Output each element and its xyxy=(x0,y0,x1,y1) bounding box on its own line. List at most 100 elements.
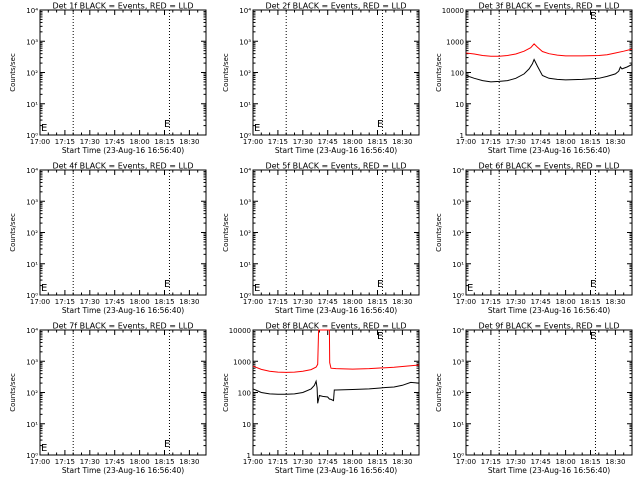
event-marker: E xyxy=(377,119,383,130)
plot-frame xyxy=(252,169,420,296)
event-marker: E xyxy=(377,279,383,290)
x-axis-label: Start Time (23-Aug-16 16:56:40) xyxy=(488,146,610,155)
x-tick-label: 18:30 xyxy=(179,458,199,466)
event-marker: E xyxy=(41,283,47,294)
y-tick-label: 100 xyxy=(451,70,464,78)
y-tick-label: 10¹ xyxy=(239,261,251,269)
event-marker: E xyxy=(590,279,596,290)
event-marker: E xyxy=(164,119,170,130)
x-axis-label: Start Time (23-Aug-16 16:56:40) xyxy=(62,466,184,475)
x-axis-label: Start Time (23-Aug-16 16:56:40) xyxy=(275,146,397,155)
x-tick-label: 18:00 xyxy=(556,298,576,306)
x-tick-label: 18:15 xyxy=(154,458,174,466)
event-marker: E xyxy=(467,283,473,294)
y-tick-label: 10⁴ xyxy=(239,167,251,175)
x-tick-label: 18:15 xyxy=(367,298,387,306)
x-axis-label: Start Time (23-Aug-16 16:56:40) xyxy=(488,466,610,475)
x-tick-label: 17:15 xyxy=(55,458,75,466)
panel-title: Det 3f BLACK = Events, RED = LLD xyxy=(478,2,619,11)
y-tick-label: 10³ xyxy=(26,38,38,46)
x-tick-label: 18:15 xyxy=(580,138,600,146)
y-tick-label: 100 xyxy=(238,390,251,398)
detector-panel-4: Det 4f BLACK = Events, RED = LLD 10⁰ 10¹ 10… xyxy=(9,162,207,315)
plot-frame xyxy=(39,329,207,456)
x-tick-label: 18:00 xyxy=(343,298,363,306)
y-tick-label: 10³ xyxy=(239,198,251,206)
x-tick-label: 17:00 xyxy=(456,458,476,466)
panel-title: Det 9f BLACK = Events, RED = LLD xyxy=(478,322,619,331)
detector-panel-9: Det 9f BLACK = Events, RED = LLD 10⁰ 10¹ 10… xyxy=(435,322,633,475)
x-tick-label: 17:00 xyxy=(30,298,50,306)
plot-frame xyxy=(39,169,207,296)
y-tick-label: 1 xyxy=(460,132,464,140)
panel-title: Det 8f BLACK = Events, RED = LLD xyxy=(265,322,406,331)
x-tick-label: 17:00 xyxy=(243,138,263,146)
y-tick-label: 10¹ xyxy=(26,101,38,109)
x-tick-label: 18:00 xyxy=(343,138,363,146)
panel-title: Det 2f BLACK = Events, RED = LLD xyxy=(265,2,406,11)
detector-panel-2: Det 2f BLACK = Events, RED = LLD 10⁰ 10¹ 10… xyxy=(222,2,420,155)
events-series-line xyxy=(465,58,633,83)
x-tick-label: 17:00 xyxy=(30,458,50,466)
x-tick-label: 17:00 xyxy=(456,298,476,306)
y-tick-label: 10 xyxy=(242,421,251,429)
x-tick-label: 17:15 xyxy=(268,298,288,306)
x-tick-label: 18:15 xyxy=(580,458,600,466)
plot-frame xyxy=(465,9,633,136)
x-tick-label: 18:30 xyxy=(605,138,625,146)
lld-series-line xyxy=(252,329,420,373)
x-tick-label: 17:45 xyxy=(318,298,338,306)
y-tick-label: 10² xyxy=(26,230,38,238)
event-marker: E xyxy=(377,331,383,342)
y-tick-label: 10⁴ xyxy=(26,7,38,15)
plot-frame xyxy=(252,329,420,456)
y-tick-label: 1000 xyxy=(446,38,464,46)
y-tick-label: 10⁰ xyxy=(239,292,251,300)
x-tick-label: 17:15 xyxy=(481,458,501,466)
y-tick-label: 10⁴ xyxy=(26,167,38,175)
y-tick-label: 10³ xyxy=(452,198,464,206)
event-marker: E xyxy=(590,11,596,22)
x-tick-label: 18:15 xyxy=(154,138,174,146)
detector-panel-6: Det 6f BLACK = Events, RED = LLD 10⁰ 10¹ 10… xyxy=(435,162,633,315)
x-tick-label: 17:45 xyxy=(531,298,551,306)
x-tick-label: 18:15 xyxy=(580,298,600,306)
y-tick-label: 10³ xyxy=(239,38,251,46)
x-tick-label: 17:30 xyxy=(80,298,100,306)
detector-panel-3: Det 3f BLACK = Events, RED = LLD 1 10 100 10… xyxy=(435,2,633,155)
y-tick-label: 10 xyxy=(455,101,464,109)
x-tick-label: 18:30 xyxy=(392,298,412,306)
event-marker: E xyxy=(41,443,47,454)
panel-title: Det 1f BLACK = Events, RED = LLD xyxy=(52,2,193,11)
y-tick-label: 10² xyxy=(239,70,251,78)
detector-panel-5: Det 5f BLACK = Events, RED = LLD 10⁰ 10¹ 10… xyxy=(222,162,420,315)
y-tick-label: 10³ xyxy=(26,358,38,366)
y-axis-label: Counts/sec xyxy=(435,213,443,252)
x-tick-label: 18:00 xyxy=(130,298,150,306)
y-axis-label: Counts/sec xyxy=(9,373,17,412)
event-marker: E xyxy=(254,283,260,294)
x-tick-label: 17:30 xyxy=(506,298,526,306)
x-tick-label: 18:30 xyxy=(179,298,199,306)
panel-title: Det 5f BLACK = Events, RED = LLD xyxy=(265,162,406,171)
detector-panel-1: Det 1f BLACK = Events, RED = LLD 10⁰ 10¹ 10… xyxy=(9,2,207,155)
plot-frame xyxy=(465,169,633,296)
panel-title: Det 4f BLACK = Events, RED = LLD xyxy=(52,162,193,171)
panel-title: Det 7f BLACK = Events, RED = LLD xyxy=(52,322,193,331)
x-tick-label: 17:30 xyxy=(80,138,100,146)
x-tick-label: 18:30 xyxy=(392,138,412,146)
event-marker: E xyxy=(164,439,170,450)
y-tick-label: 10¹ xyxy=(239,101,251,109)
y-tick-label: 10² xyxy=(239,230,251,238)
x-tick-label: 17:00 xyxy=(30,138,50,146)
x-tick-label: 17:30 xyxy=(80,458,100,466)
plot-frame xyxy=(465,329,633,456)
y-axis-label: Counts/sec xyxy=(9,53,17,92)
x-axis-label: Start Time (23-Aug-16 16:56:40) xyxy=(488,306,610,315)
y-tick-label: 10⁴ xyxy=(452,167,464,175)
y-tick-label: 10⁰ xyxy=(452,452,464,460)
x-tick-label: 18:30 xyxy=(605,458,625,466)
x-axis-label: Start Time (23-Aug-16 16:56:40) xyxy=(62,146,184,155)
x-axis-label: Start Time (23-Aug-16 16:56:40) xyxy=(275,306,397,315)
event-marker: E xyxy=(590,331,596,342)
